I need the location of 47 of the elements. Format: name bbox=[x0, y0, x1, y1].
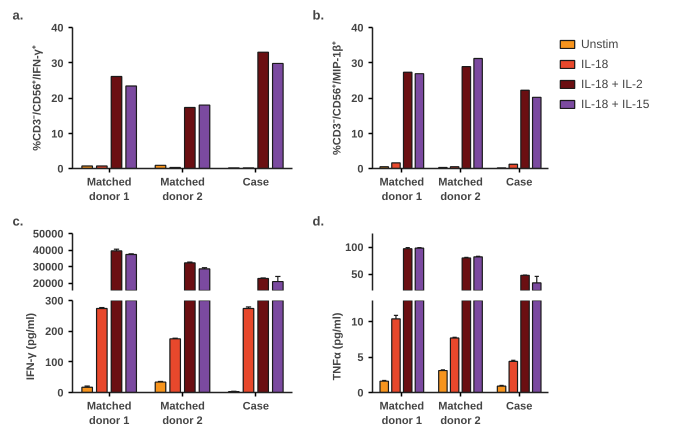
y-tick-label: 30 bbox=[351, 58, 364, 70]
y-tick-label: 100 bbox=[345, 242, 364, 254]
x-tick-label: Case bbox=[506, 400, 532, 412]
y-tick-label: 30000 bbox=[32, 261, 64, 274]
chart-title: c. bbox=[12, 213, 24, 228]
y-tick-label: 200 bbox=[45, 326, 64, 338]
y-tick-label: 30 bbox=[51, 58, 64, 70]
chart-title: d. bbox=[312, 213, 324, 228]
x-tick-label: Case bbox=[506, 176, 532, 188]
y-tick-label: 20000 bbox=[32, 278, 64, 290]
x-tick-label: Matched donor 1 bbox=[380, 400, 424, 427]
y-tick-label: 10 bbox=[351, 316, 364, 329]
x-tick-label: Case bbox=[242, 176, 269, 188]
y-tick-label: 50 bbox=[351, 268, 364, 281]
y-tick-label: 20 bbox=[351, 93, 364, 105]
chart-title: b. bbox=[312, 8, 324, 22]
y-tick-label: 0 bbox=[57, 388, 64, 400]
y-axis-title: %CD3⁻/CD56⁺/MIP-1β⁺ bbox=[331, 40, 344, 156]
y-tick-label: 50000 bbox=[32, 228, 64, 240]
y-tick-label: 300 bbox=[45, 296, 64, 308]
y-tick-label: 40 bbox=[51, 22, 64, 34]
x-tick-label: Matched donor 1 bbox=[86, 176, 132, 203]
y-tick-label: 40000 bbox=[32, 244, 64, 257]
y-tick-label: 40 bbox=[351, 22, 364, 34]
y-tick-label: 100 bbox=[45, 356, 64, 369]
x-tick-label: Matched donor 2 bbox=[438, 176, 483, 203]
y-axis-title: %CD3⁻/CD56⁺/IFN-γ⁺ bbox=[31, 45, 44, 151]
x-tick-label: Case bbox=[242, 400, 269, 412]
y-tick-label: 5 bbox=[357, 352, 364, 364]
y-axis-title: TNFα (pg/ml) bbox=[331, 312, 344, 380]
y-tick-label: 0 bbox=[57, 164, 64, 176]
x-tick-label: Matched donor 1 bbox=[86, 400, 132, 427]
chart-title: a. bbox=[12, 8, 24, 22]
legend-label: Unstim bbox=[581, 37, 618, 51]
y-axis-title: IFN-γ (pg/ml) bbox=[25, 312, 38, 380]
y-tick-label: 10 bbox=[351, 128, 364, 140]
y-tick-label: 10 bbox=[51, 128, 64, 140]
legend-label: IL-18 + IL-2 bbox=[581, 77, 643, 91]
legend-label: IL-18 bbox=[581, 57, 608, 71]
x-tick-label: Matched donor 2 bbox=[160, 400, 205, 427]
x-tick-label: Matched donor 1 bbox=[380, 176, 424, 203]
legend-label: IL-18 + IL-15 bbox=[581, 97, 650, 111]
y-tick-label: 0 bbox=[357, 164, 364, 176]
x-tick-label: Matched donor 2 bbox=[438, 400, 483, 427]
y-tick-label: 20 bbox=[51, 93, 64, 105]
y-tick-label: 0 bbox=[357, 388, 364, 400]
x-tick-label: Matched donor 2 bbox=[160, 176, 205, 203]
